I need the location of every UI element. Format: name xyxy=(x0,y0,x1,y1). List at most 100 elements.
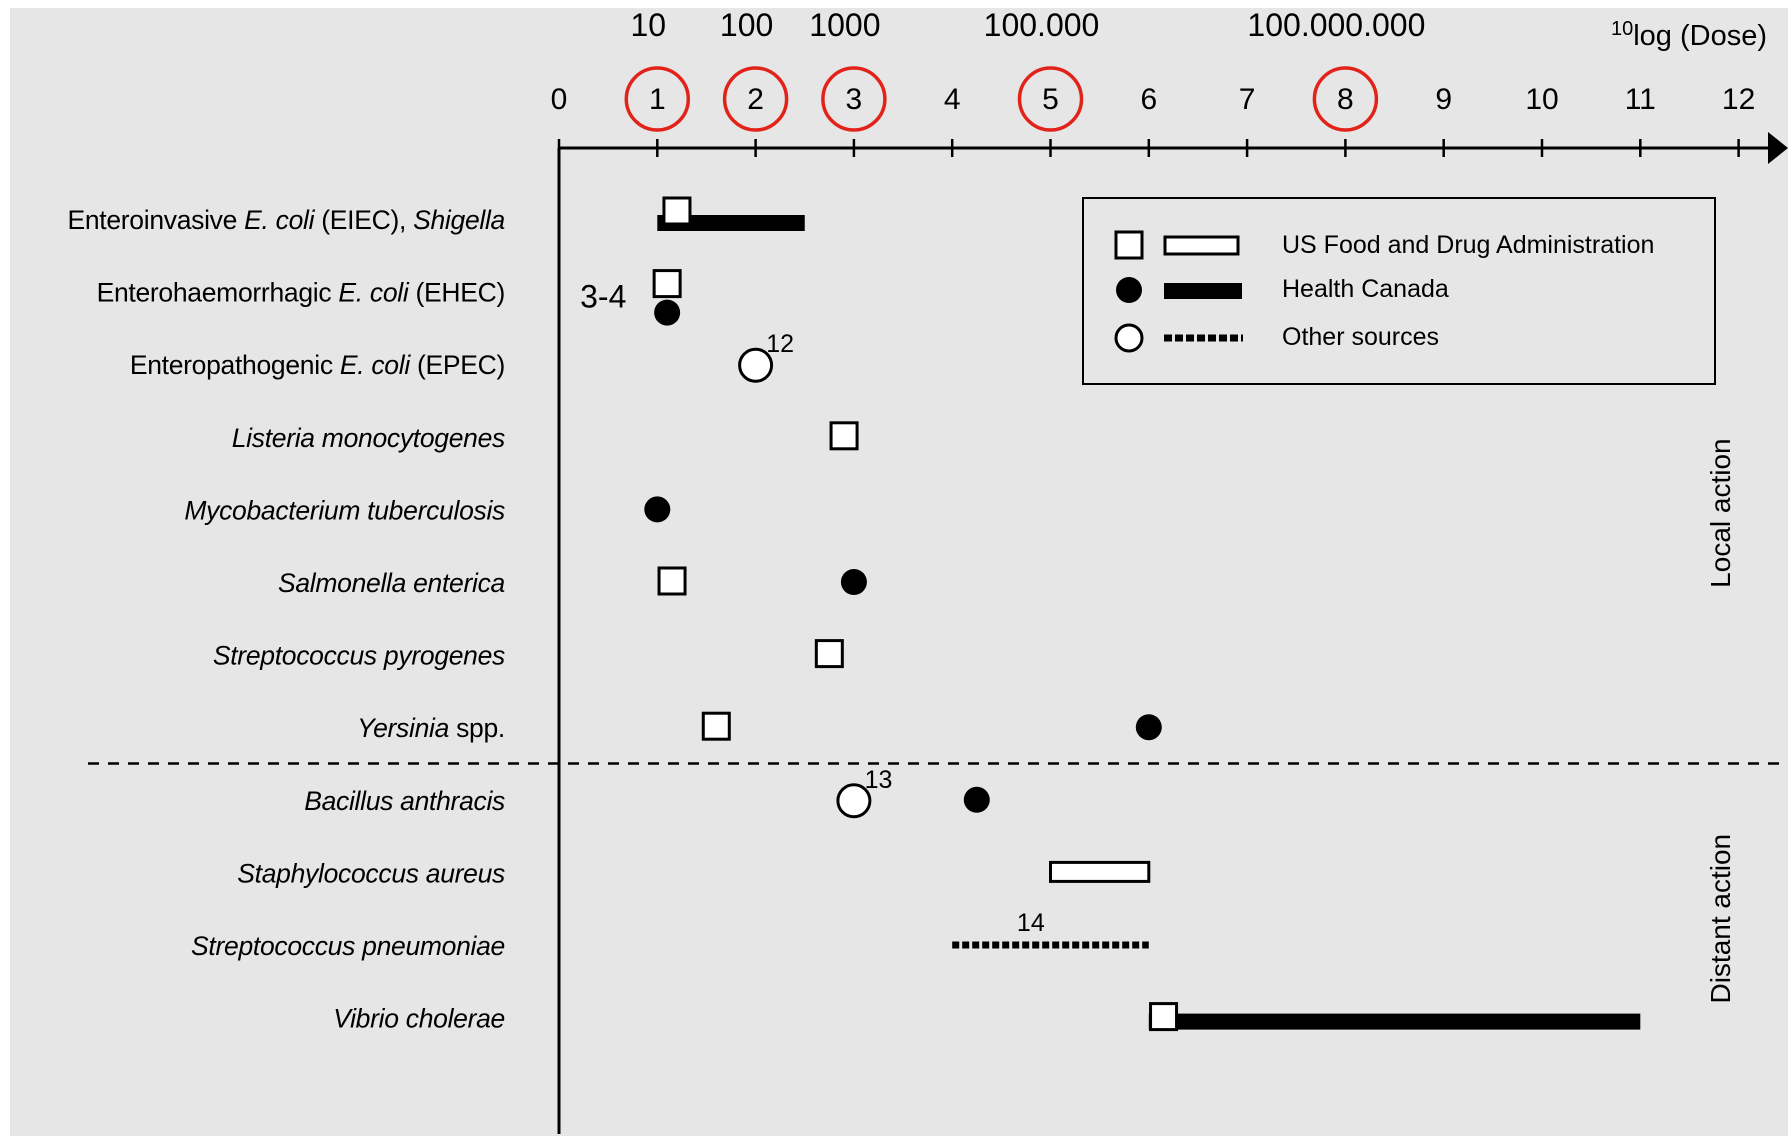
other-source-circle-marker xyxy=(836,783,872,819)
fda-square-marker xyxy=(662,196,692,226)
row-label: Mycobacterium tuberculosis xyxy=(184,495,505,525)
row-label-part: Shigella xyxy=(413,205,505,235)
x-tick-label: 2 xyxy=(747,83,764,116)
chart-background xyxy=(10,8,1788,1136)
health-canada-dot-marker xyxy=(644,496,671,523)
tick-highlight-circle xyxy=(624,66,691,132)
health-canada-range-bar xyxy=(657,215,805,231)
tick-highlight-circle xyxy=(1017,66,1084,132)
legend-entry-label: Other sources xyxy=(1282,323,1439,351)
other-source-circle-marker xyxy=(738,347,774,383)
row-label-part: E. coli xyxy=(244,205,315,235)
row-label-part: Listeria monocytogenes xyxy=(232,423,505,453)
legend-entry-label: US Food and Drug Administration xyxy=(1282,231,1654,259)
row-label-part: (EIEC), xyxy=(314,205,413,235)
data-marks xyxy=(644,196,1641,1032)
fda-square-marker xyxy=(657,566,687,596)
row-label-part: Bacillus anthracis xyxy=(304,786,505,816)
row-label-part: Enterohaemorrhagic xyxy=(97,278,339,308)
row-label-part: Enteroinvasive xyxy=(67,205,244,235)
x-tick-label: 3 xyxy=(846,83,863,116)
legend-fda-bar xyxy=(1163,235,1240,256)
group-label: Distant action xyxy=(1705,834,1736,1004)
row-label-part: (EPEC) xyxy=(410,350,505,380)
group-label: Local action xyxy=(1705,438,1736,587)
tick-highlight-circle xyxy=(821,66,887,132)
annotations: 3-4 12 13 14 xyxy=(580,279,1045,937)
x-tick-label: 10 xyxy=(1525,83,1558,116)
row-label: Enteroinvasive E. coli (EIEC), Shigella xyxy=(67,205,505,235)
dose-label: 100 xyxy=(720,7,773,43)
x-tick-label: 6 xyxy=(1140,83,1157,116)
health-canada-range-bar xyxy=(1148,1013,1641,1030)
dose-label: 1000 xyxy=(809,7,880,43)
row-labels: Enteroinvasive E. coli (EIEC), ShigellaE… xyxy=(67,205,1788,1034)
fda-range-bar xyxy=(1049,860,1151,883)
x-tick-label: 9 xyxy=(1435,83,1452,116)
row-label-part: spp. xyxy=(449,713,505,743)
x-tick-label: 7 xyxy=(1239,83,1256,116)
legend-hc-bar xyxy=(1164,283,1242,299)
reference-annotation: 12 xyxy=(766,330,794,358)
x-axis-arrow xyxy=(1768,132,1788,164)
reference-annotation: 3-4 xyxy=(580,279,626,315)
health-canada-dot-marker xyxy=(1135,714,1162,741)
row-label-part: Streptococcus pyrogenes xyxy=(213,641,505,671)
legend-fda-square xyxy=(1114,230,1144,260)
row-label-part: Vibrio cholerae xyxy=(333,1004,505,1034)
dose-label: 100.000.000 xyxy=(1247,7,1425,43)
legend-other-circle xyxy=(1114,323,1144,353)
health-canada-dot-marker xyxy=(840,569,867,595)
row-label: Bacillus anthracis xyxy=(304,786,505,816)
tick-highlight-circle xyxy=(1312,66,1379,132)
legend-box xyxy=(1082,197,1716,385)
legend-hc-dot xyxy=(1116,277,1142,303)
health-canada-dot-marker xyxy=(963,786,990,813)
legend-entry-label: Health Canada xyxy=(1282,275,1449,303)
row-label: Staphylococcus aureus xyxy=(237,858,505,888)
reference-annotation: 14 xyxy=(1017,909,1045,937)
x-axis-title-superscript: 10 xyxy=(1611,18,1633,40)
dose-label: 10 xyxy=(631,7,667,43)
x-tick-label: 8 xyxy=(1337,83,1354,116)
reference-annotation: 13 xyxy=(865,766,893,794)
x-tick-label: 1 xyxy=(649,83,666,116)
row-label-part: Salmonella enterica xyxy=(278,568,505,598)
row-label-part: Mycobacterium tuberculosis xyxy=(184,495,505,525)
x-tick-label: 12 xyxy=(1722,83,1755,116)
x-tick-label: 4 xyxy=(944,83,961,116)
fda-square-marker xyxy=(1149,1002,1179,1032)
dose-label: 100.000 xyxy=(984,7,1100,43)
health-canada-dot-marker xyxy=(654,299,681,326)
row-label: Salmonella enterica xyxy=(278,568,505,598)
fda-square-marker xyxy=(701,711,731,741)
fda-square-marker xyxy=(829,421,859,451)
row-label-part: (EHEC) xyxy=(408,278,505,308)
x-axis-title: 10log (Dose) xyxy=(1611,18,1767,52)
fda-square-marker xyxy=(814,639,844,669)
row-label: Enteropathogenic E. coli (EPEC) xyxy=(130,350,505,380)
x-tick-label: 0 xyxy=(551,83,568,116)
group-labels: Local action Distant action xyxy=(1705,438,1736,1003)
row-label-part: E. coli xyxy=(340,350,411,380)
row-label: Streptococcus pyrogenes xyxy=(213,641,505,671)
tick-highlight-circle xyxy=(722,66,789,132)
fda-square-marker xyxy=(652,269,682,299)
row-label-part: Staphylococcus aureus xyxy=(237,858,505,888)
x-tick-label: 11 xyxy=(1625,83,1656,116)
row-label: Listeria monocytogenes xyxy=(232,423,505,453)
row-label-part: Streptococcus pneumoniae xyxy=(191,931,505,961)
legend: US Food and Drug Administration Health Ca… xyxy=(1082,197,1716,385)
x-axis-title-text: log (Dose) xyxy=(1633,20,1767,52)
row-label: Enterohaemorrhagic E. coli (EHEC) xyxy=(97,278,505,308)
row-label: Vibrio cholerae xyxy=(333,1004,505,1034)
row-label: Streptococcus pneumoniae xyxy=(191,931,505,961)
row-label-part: E. coli xyxy=(338,278,409,308)
x-tick-label: 5 xyxy=(1042,83,1059,116)
row-label-part: Enteropathogenic xyxy=(130,350,340,380)
row-label-part: Yersinia xyxy=(357,713,449,743)
row-label: Yersinia spp. xyxy=(357,713,505,743)
